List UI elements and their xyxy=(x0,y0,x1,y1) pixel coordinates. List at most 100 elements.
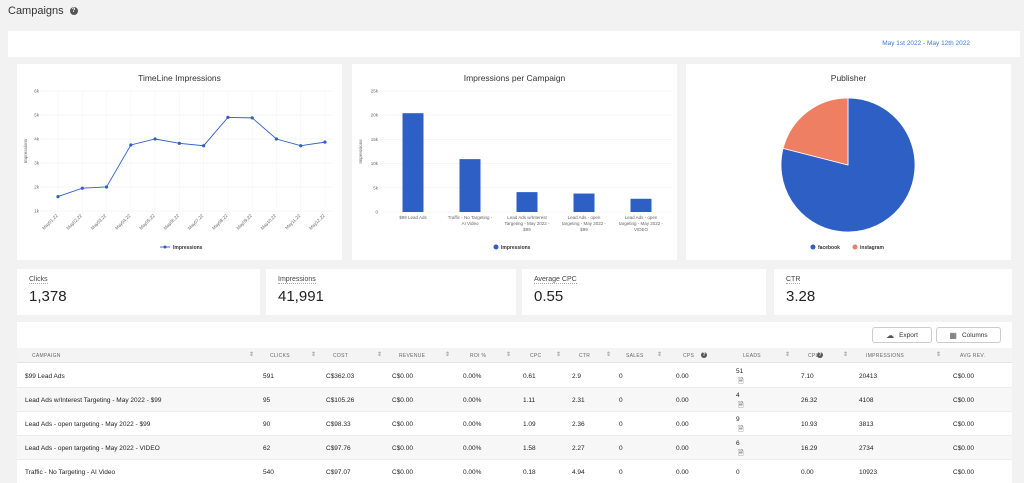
sort-icon[interactable]: ⇕ xyxy=(249,352,255,358)
timeline-chart-title: TimeLine Impressions xyxy=(138,73,221,83)
sort-icon[interactable]: ⇕ xyxy=(377,352,383,358)
data-point[interactable] xyxy=(274,137,279,141)
x-tick-label: May05,22 xyxy=(138,213,156,231)
sort-icon[interactable]: ⇕ xyxy=(606,352,612,358)
timeline-impressions-card: TimeLine Impressions 1k 2k 3k 4k 5k 6k Impress… xyxy=(17,64,342,260)
sort-icon[interactable]: ⇕ xyxy=(657,352,663,358)
kpi-value: 41,991 xyxy=(278,288,324,305)
table-row[interactable]: $99 Lead Ads 591 C$362.03 C$0.00 0.00% 0.61 2.… xyxy=(17,364,1012,388)
data-point[interactable] xyxy=(299,144,303,148)
column-header[interactable]: CPL xyxy=(808,353,819,359)
kpi-value: 0.55 xyxy=(534,288,564,305)
legend-item-instagram[interactable]: instagram xyxy=(860,245,884,251)
table-cell[interactable]: Lead Ads - open targeting - May 2022 - $… xyxy=(25,421,151,428)
table-row[interactable]: Traffic - No Targeting - AI Video 540 C$97… xyxy=(17,460,1012,483)
column-header[interactable]: LEADS xyxy=(743,353,761,359)
cpl-help-icon[interactable]: ? xyxy=(817,352,823,358)
table-row[interactable]: Lead Ads - open targeting - May 2022 - $… xyxy=(17,412,1012,436)
table-cell: 1.09 xyxy=(523,421,536,428)
column-header[interactable]: COST xyxy=(333,353,349,359)
data-point[interactable] xyxy=(177,141,181,145)
x-tick-label: May09,22 xyxy=(235,213,253,231)
sort-icon[interactable]: ⇕ xyxy=(311,352,317,358)
legend-item-impressions[interactable]: Impressions xyxy=(173,245,203,251)
data-point[interactable] xyxy=(80,186,84,190)
y-tick-label: 4k xyxy=(34,137,40,142)
kpi-label: Impressions xyxy=(278,276,316,284)
y-tick-label: 5k xyxy=(34,113,40,118)
table-cell: 0.00% xyxy=(463,373,482,380)
column-header[interactable]: CPC xyxy=(530,353,542,359)
y-tick-label: 15k xyxy=(371,137,379,142)
table-cell: 0.00% xyxy=(463,397,482,404)
table-cell[interactable]: Lead Ads - open targeting - May 2022 - V… xyxy=(25,445,160,452)
date-range-picker[interactable]: May 1st 2022 - May 12th 2022 xyxy=(882,40,970,47)
column-header[interactable]: CTR xyxy=(579,353,591,359)
sort-icon[interactable]: ⇕ xyxy=(556,352,562,358)
table-row[interactable]: Lead Ads w/Interest Targeting - May 2022… xyxy=(17,388,1012,412)
sort-icon[interactable]: ⇕ xyxy=(843,352,849,358)
table-cell: 1.11 xyxy=(523,397,536,404)
column-header[interactable]: REVENUE xyxy=(399,353,426,359)
column-header[interactable]: IMPRESSIONS xyxy=(866,353,905,359)
data-point[interactable] xyxy=(56,195,60,199)
kpi-value: 1,378 xyxy=(29,288,67,305)
data-point[interactable] xyxy=(250,116,254,120)
sort-icon[interactable]: ⇕ xyxy=(506,352,512,358)
sort-icon[interactable]: ⇕ xyxy=(936,352,942,358)
bar[interactable] xyxy=(402,113,424,212)
x-tick-label: May03,22 xyxy=(90,213,108,231)
export-button[interactable]: ☁ Export xyxy=(872,327,932,343)
sort-icon[interactable]: ⇕ xyxy=(445,352,451,358)
legend-item-impressions[interactable]: Impressions xyxy=(501,245,531,251)
table-cell[interactable]: Traffic - No Targeting - AI Video xyxy=(25,469,116,476)
cps-help-icon[interactable]: ? xyxy=(701,352,707,358)
table-cell: 2.27 xyxy=(572,445,585,452)
per-campaign-chart-title: Impressions per Campaign xyxy=(463,73,566,83)
data-point[interactable] xyxy=(104,185,109,189)
column-header[interactable]: ROI % xyxy=(470,353,487,359)
sort-icon[interactable]: ⇕ xyxy=(785,352,791,358)
legend-item-facebook[interactable]: facebook xyxy=(818,245,840,251)
table-cell[interactable]: $99 Lead Ads xyxy=(25,373,65,380)
bar[interactable] xyxy=(459,159,481,212)
table-cell: 0 xyxy=(619,445,623,452)
data-point[interactable] xyxy=(226,115,230,119)
campaigns-table-card: ☁ Export ▦ Columns CAMPAIGN ⇕ CLICKS ⇕ COST ⇕… xyxy=(17,322,1012,483)
lead-document-icon[interactable]: 🗎 xyxy=(738,402,744,409)
data-point[interactable] xyxy=(153,137,157,141)
publisher-pie-chart: facebook instagram xyxy=(780,97,916,251)
x-tick-label: May02,22 xyxy=(65,213,83,231)
column-header[interactable]: SALES xyxy=(626,353,644,359)
table-cell: 0 xyxy=(619,469,623,476)
data-point[interactable] xyxy=(323,140,327,144)
columns-button[interactable]: ▦ Columns xyxy=(936,327,1001,343)
table-cell: 0.18 xyxy=(523,469,536,476)
kpi-clicks: Clicks 1,378 xyxy=(17,269,260,315)
bar[interactable] xyxy=(630,198,652,212)
table-cell: 1.58 xyxy=(523,445,536,452)
pie-slice-instagram[interactable] xyxy=(782,97,849,166)
data-point[interactable] xyxy=(129,143,133,147)
lead-document-icon[interactable]: 🗎 xyxy=(738,426,744,433)
column-header[interactable]: AVG REV. xyxy=(960,353,986,359)
column-header[interactable]: CLICKS xyxy=(270,353,290,359)
table-cell: 0.61 xyxy=(523,373,536,380)
column-header[interactable]: CPS xyxy=(683,353,695,359)
table-cell[interactable]: Lead Ads w/Interest Targeting - May 2022… xyxy=(25,397,162,404)
x-tick-label: May12,22 xyxy=(308,213,326,231)
table-cell: 20413 xyxy=(859,373,878,380)
table-cell: 0 xyxy=(736,469,740,476)
column-header[interactable]: CAMPAIGN xyxy=(32,353,61,359)
lead-document-icon[interactable]: 🗎 xyxy=(738,450,744,457)
table-cell: 0 xyxy=(619,373,623,380)
bar[interactable] xyxy=(573,193,595,212)
help-icon[interactable]: ? xyxy=(69,7,78,15)
table-cell: 0 xyxy=(619,421,623,428)
kpi-average-cpc: Average CPC 0.55 xyxy=(522,269,766,315)
bar[interactable] xyxy=(516,192,538,212)
table-cell: 0.00% xyxy=(463,445,482,452)
data-point[interactable] xyxy=(202,144,206,148)
lead-document-icon[interactable]: 🗎 xyxy=(738,378,744,385)
table-row[interactable]: Lead Ads - open targeting - May 2022 - V… xyxy=(17,436,1012,460)
